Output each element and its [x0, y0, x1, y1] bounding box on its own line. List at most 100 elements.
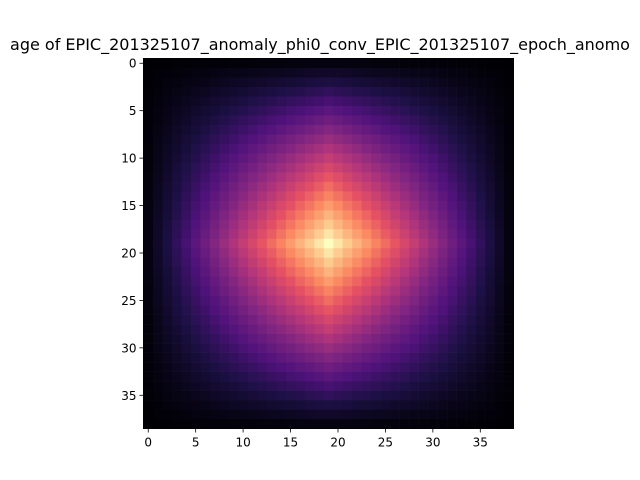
heatmap-cell [247, 124, 258, 135]
heatmap-cell [257, 305, 268, 315]
heatmap-cell [494, 352, 505, 363]
heatmap-cell [304, 400, 315, 410]
heatmap-cell [314, 143, 325, 154]
heatmap-cell [418, 200, 429, 211]
heatmap-cell [380, 267, 391, 278]
plot-frame [143, 58, 514, 429]
heatmap-cell [219, 200, 230, 211]
heatmap-cell [399, 295, 410, 306]
heatmap-cell [371, 172, 381, 183]
heatmap-cell [437, 162, 448, 173]
x-tick-label: 35 [473, 436, 488, 450]
heatmap-cell [171, 229, 182, 240]
heatmap-cell [456, 267, 467, 278]
heatmap-cell [323, 210, 334, 221]
heatmap-cell [171, 333, 182, 344]
heatmap-cell [456, 305, 467, 315]
heatmap-cell [352, 210, 363, 221]
heatmap-cell [333, 229, 344, 240]
heatmap-cell [219, 381, 230, 391]
heatmap-cell [276, 143, 287, 154]
heatmap-cell [190, 115, 201, 126]
heatmap-cell [475, 77, 486, 88]
heatmap-cell [361, 305, 372, 315]
heatmap-cell [266, 96, 277, 107]
heatmap-cell [314, 219, 325, 230]
heatmap-cell [485, 314, 495, 325]
heatmap-cell [257, 333, 268, 344]
heatmap-cell [418, 257, 429, 268]
heatmap-cell [143, 210, 154, 221]
heatmap-cell [190, 295, 201, 306]
heatmap-cell [361, 96, 372, 107]
heatmap-cell [352, 191, 363, 202]
heatmap-cell [333, 172, 344, 183]
heatmap-cell [428, 77, 438, 88]
heatmap-cell [152, 219, 163, 230]
heatmap-cell [409, 191, 419, 202]
heatmap-cell [418, 276, 429, 287]
heatmap-cell [171, 324, 182, 334]
heatmap-cell [361, 200, 372, 211]
heatmap-cell [418, 191, 429, 202]
heatmap-cell [209, 162, 220, 173]
heatmap-cell [504, 134, 514, 145]
heatmap-cell [475, 105, 486, 116]
heatmap-cell [181, 352, 192, 363]
heatmap-cell [494, 295, 505, 306]
heatmap-cell [228, 400, 239, 410]
heatmap-cell [390, 248, 400, 259]
heatmap-cell [257, 210, 268, 221]
heatmap-cell [504, 400, 514, 410]
heatmap-cell [219, 286, 230, 296]
heatmap-cell [475, 153, 486, 164]
heatmap-cell [390, 257, 400, 268]
heatmap-cell [295, 210, 306, 221]
heatmap-cell [276, 381, 287, 391]
heatmap-cell [190, 172, 201, 183]
heatmap-cell [380, 172, 391, 183]
heatmap-cell [342, 257, 353, 268]
heatmap-cell [494, 162, 505, 173]
heatmap-cell [447, 105, 457, 116]
heatmap-cell [190, 219, 201, 230]
heatmap-cell [257, 343, 268, 353]
heatmap-cell [409, 67, 419, 78]
heatmap-cell [171, 343, 182, 353]
heatmap-cell [399, 238, 410, 249]
heatmap-cell [437, 200, 448, 211]
heatmap-cell [390, 105, 400, 116]
heatmap-cell [466, 267, 476, 278]
heatmap-cell [380, 248, 391, 259]
heatmap-cell [361, 390, 372, 401]
heatmap-cell [295, 371, 306, 382]
heatmap-cell [456, 124, 467, 135]
heatmap-cell [456, 409, 467, 420]
heatmap-cell [219, 181, 230, 192]
heatmap-cell [447, 86, 457, 97]
heatmap-cell [190, 248, 201, 259]
heatmap-cell [361, 172, 372, 183]
heatmap-cell [371, 210, 381, 221]
heatmap-cell [323, 371, 334, 382]
heatmap-cell [219, 324, 230, 334]
heatmap-cell [361, 238, 372, 249]
heatmap-cell [247, 419, 258, 429]
heatmap-cell [409, 77, 419, 88]
heatmap-cell [390, 181, 400, 192]
heatmap-cell [228, 219, 239, 230]
heatmap-cell [238, 419, 249, 429]
heatmap-cell [485, 352, 495, 363]
heatmap-cell [371, 134, 381, 145]
heatmap-cell [466, 371, 476, 382]
heatmap-cell [361, 381, 372, 391]
heatmap-cell [475, 200, 486, 211]
heatmap-cell [152, 352, 163, 363]
heatmap-cell [209, 324, 220, 334]
heatmap-cell [228, 58, 239, 69]
heatmap-cell [171, 362, 182, 372]
heatmap-cell [285, 219, 296, 230]
heatmap-cell [285, 229, 296, 240]
heatmap-cell [437, 172, 448, 183]
